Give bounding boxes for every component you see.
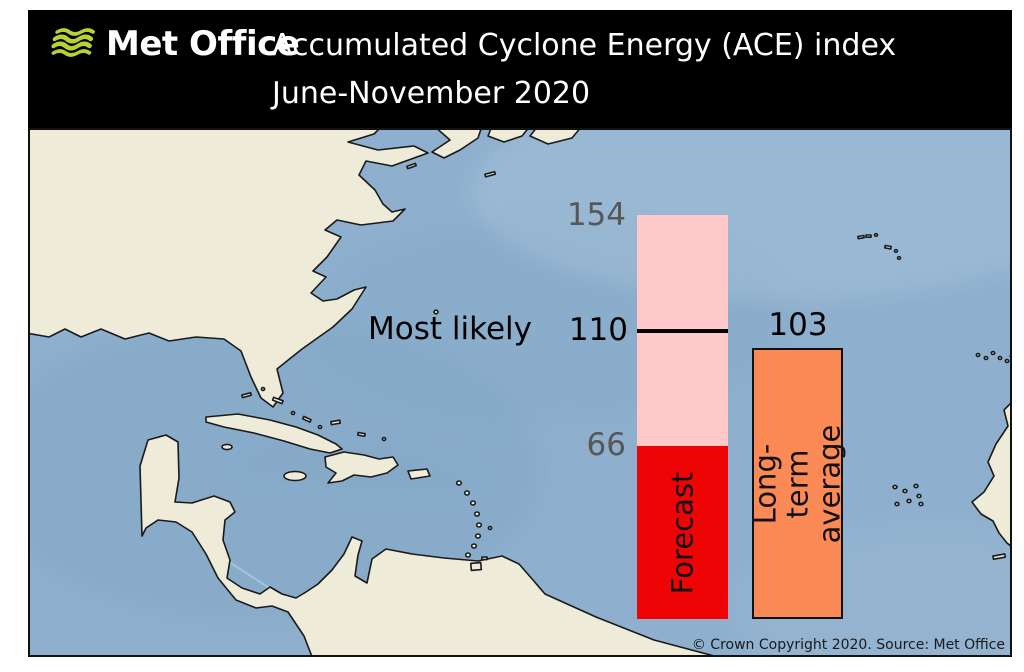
land-newfoundland <box>406 130 580 178</box>
forecast-lower-bar: Forecast <box>637 446 728 619</box>
header-bar: Met Office Accumulated Cyclone Energy (A… <box>28 10 1012 128</box>
page-title-line-1: Accumulated Cyclone Energy (ACE) index <box>272 28 897 63</box>
land-canary-islands <box>975 350 1010 364</box>
value-most-likely: 110 <box>568 312 628 348</box>
land-cape-verde <box>892 483 924 507</box>
page-title-line-2: June-November 2020 <box>272 76 591 111</box>
longterm-bar-label: Long-term average <box>748 424 847 543</box>
longterm-average-bar: Long-term average <box>748 348 847 619</box>
land-hispaniola <box>324 451 399 484</box>
value-upper: 154 <box>566 197 626 233</box>
land-jamaica <box>283 470 307 482</box>
brand-text: Met Office <box>106 24 300 64</box>
most-likely-line <box>637 329 728 333</box>
forecast-bar-label: Forecast <box>665 471 700 594</box>
land-central-south-america <box>139 434 714 655</box>
atlantic-map <box>28 128 1012 657</box>
land-isla-juventud <box>221 443 233 451</box>
most-likely-label: Most likely <box>368 311 532 347</box>
land-cuba <box>205 413 343 454</box>
value-longterm: 103 <box>768 307 828 343</box>
landmasses <box>30 130 1010 655</box>
land-bermuda <box>433 309 439 315</box>
land-lesser-antilles <box>455 480 493 572</box>
met-office-logo-icon <box>51 28 95 57</box>
land-azores <box>857 232 902 261</box>
land-bahamas <box>241 386 387 442</box>
map-svg <box>30 130 1010 655</box>
value-lower: 66 <box>586 427 626 463</box>
land-north-america <box>30 130 429 408</box>
land-africa <box>971 402 1010 561</box>
copyright-text: © Crown Copyright 2020. Source: Met Offi… <box>691 637 1005 653</box>
land-puerto-rico <box>407 468 431 480</box>
